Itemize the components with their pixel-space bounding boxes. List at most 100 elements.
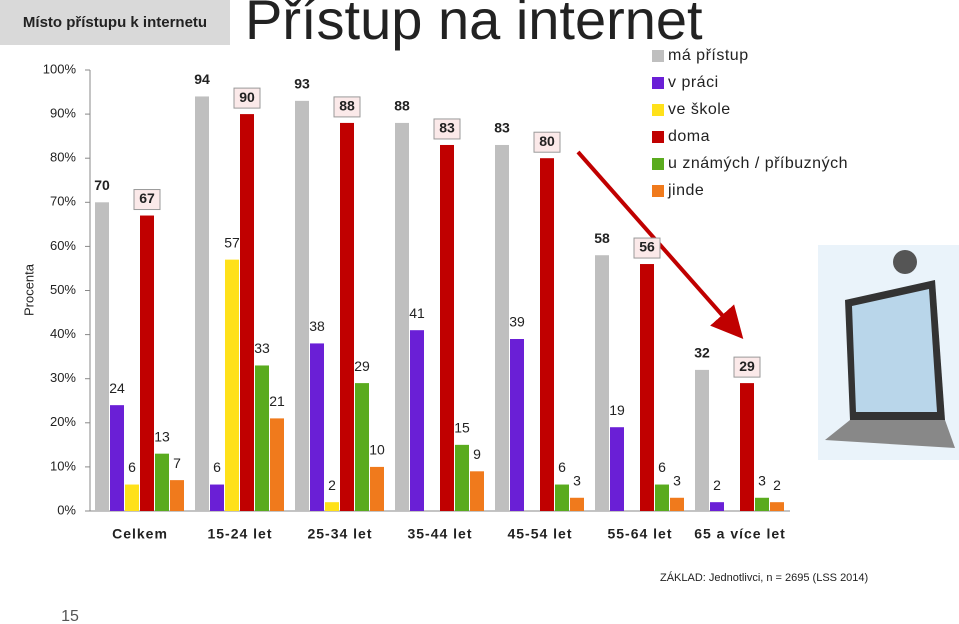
y-tick-label: 80% bbox=[50, 150, 76, 165]
bar bbox=[655, 484, 669, 511]
value-label: 88 bbox=[394, 98, 410, 114]
y-axis-label: Procenta bbox=[21, 263, 36, 316]
bar bbox=[740, 383, 754, 511]
value-label: 88 bbox=[339, 98, 355, 114]
bar bbox=[155, 453, 169, 511]
value-label-box bbox=[433, 118, 461, 140]
legend-swatch bbox=[652, 77, 664, 89]
bar bbox=[355, 383, 369, 511]
footnote: ZÁKLAD: Jednotlivci, n = 2695 (LSS 2014) bbox=[660, 571, 868, 584]
y-tick-label: 30% bbox=[50, 370, 76, 385]
x-tick-label: 65 a více let bbox=[694, 526, 786, 542]
y-tick-label: 50% bbox=[50, 282, 76, 297]
bar bbox=[140, 215, 154, 511]
value-label: 70 bbox=[94, 177, 110, 193]
value-label: 56 bbox=[639, 239, 655, 255]
x-tick-label: 35-44 let bbox=[407, 526, 472, 542]
bar bbox=[95, 202, 109, 512]
value-label-box bbox=[133, 189, 161, 211]
legend-label: ve škole bbox=[668, 101, 731, 118]
bar bbox=[255, 365, 269, 511]
bar bbox=[640, 264, 654, 511]
bar bbox=[310, 343, 324, 511]
value-label: 39 bbox=[509, 314, 525, 330]
value-label: 38 bbox=[309, 318, 325, 334]
bar bbox=[125, 484, 139, 511]
value-label: 7 bbox=[173, 455, 181, 471]
bar bbox=[240, 114, 254, 511]
legend-swatch bbox=[652, 131, 664, 143]
y-tick-label: 40% bbox=[50, 326, 76, 341]
value-label-box bbox=[233, 87, 261, 109]
bar bbox=[570, 497, 584, 511]
value-label: 83 bbox=[494, 120, 510, 136]
bar bbox=[395, 122, 409, 512]
y-tick-label: 10% bbox=[50, 458, 76, 473]
value-label: 3 bbox=[758, 472, 766, 488]
bar bbox=[340, 122, 354, 512]
value-label: 24 bbox=[109, 380, 125, 396]
bar bbox=[495, 144, 509, 511]
bar bbox=[595, 255, 609, 511]
value-label: 2 bbox=[713, 477, 721, 493]
bar bbox=[295, 100, 309, 512]
value-label: 41 bbox=[409, 305, 425, 321]
bar bbox=[410, 330, 424, 511]
x-tick-label: 55-64 let bbox=[607, 526, 672, 542]
laptop-image bbox=[818, 245, 959, 460]
header-box-text: Místo přístupu k internetu bbox=[23, 14, 207, 31]
bar bbox=[555, 484, 569, 511]
legend-label: má přístup bbox=[668, 47, 749, 64]
value-label: 15 bbox=[454, 420, 470, 436]
header-box bbox=[0, 0, 230, 45]
value-label: 2 bbox=[773, 477, 781, 493]
value-label: 6 bbox=[213, 459, 221, 475]
x-tick-label: 25-34 let bbox=[307, 526, 372, 542]
value-label-box bbox=[533, 131, 561, 153]
value-label: 80 bbox=[539, 133, 555, 149]
value-label: 3 bbox=[673, 472, 681, 488]
bar bbox=[370, 466, 384, 511]
bar bbox=[110, 405, 124, 511]
page-number: 15 bbox=[61, 608, 79, 624]
value-label: 9 bbox=[473, 446, 481, 462]
value-label-box bbox=[333, 96, 361, 118]
x-tick-label: 15-24 let bbox=[207, 526, 272, 542]
legend-label: doma bbox=[668, 128, 710, 145]
bar bbox=[195, 96, 209, 512]
bar bbox=[440, 144, 454, 511]
value-label: 13 bbox=[154, 428, 170, 444]
value-label: 90 bbox=[239, 89, 255, 105]
value-label: 33 bbox=[254, 340, 270, 356]
value-label-box bbox=[633, 237, 661, 259]
value-label: 6 bbox=[658, 459, 666, 475]
y-tick-label: 90% bbox=[50, 106, 76, 121]
value-label: 6 bbox=[558, 459, 566, 475]
bar bbox=[770, 502, 784, 511]
value-label: 29 bbox=[739, 358, 755, 374]
y-tick-label: 20% bbox=[50, 414, 76, 429]
value-label: 19 bbox=[609, 402, 625, 418]
bar bbox=[610, 427, 624, 511]
legend-swatch bbox=[652, 104, 664, 116]
value-label: 58 bbox=[594, 230, 610, 246]
bar bbox=[225, 259, 239, 511]
y-tick-label: 70% bbox=[50, 194, 76, 209]
value-label: 10 bbox=[369, 442, 385, 458]
value-label: 6 bbox=[128, 459, 136, 475]
y-tick-label: 60% bbox=[50, 238, 76, 253]
value-label: 2 bbox=[328, 477, 336, 493]
legend-swatch bbox=[652, 158, 664, 170]
y-tick-label: 0% bbox=[57, 502, 76, 517]
bar bbox=[710, 502, 724, 511]
y-tick-label: 100% bbox=[43, 61, 77, 76]
legend-swatch bbox=[652, 185, 664, 197]
x-tick-label: Celkem bbox=[112, 526, 168, 542]
legend-label: jinde bbox=[667, 182, 704, 199]
value-label: 93 bbox=[294, 76, 310, 92]
value-label-box bbox=[733, 356, 761, 378]
value-label: 32 bbox=[694, 345, 710, 361]
bar bbox=[755, 497, 769, 511]
legend-swatch bbox=[652, 50, 664, 62]
